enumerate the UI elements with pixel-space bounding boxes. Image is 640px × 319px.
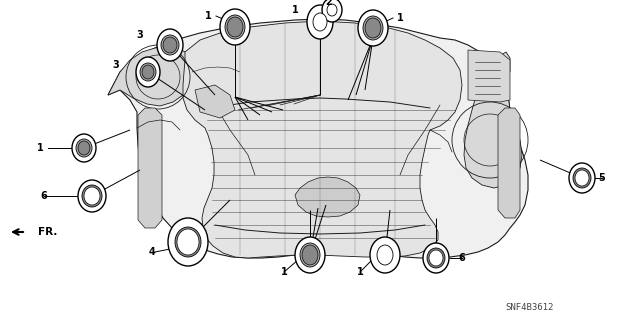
Ellipse shape bbox=[72, 134, 96, 162]
Polygon shape bbox=[468, 50, 510, 102]
Text: 3: 3 bbox=[136, 30, 143, 40]
Text: 2: 2 bbox=[326, 0, 332, 7]
Ellipse shape bbox=[307, 5, 333, 39]
Text: 6: 6 bbox=[40, 191, 47, 201]
Text: 6: 6 bbox=[459, 253, 465, 263]
Ellipse shape bbox=[142, 65, 154, 79]
Text: 1: 1 bbox=[36, 143, 44, 153]
Ellipse shape bbox=[220, 9, 250, 45]
Ellipse shape bbox=[78, 141, 90, 155]
Ellipse shape bbox=[140, 63, 156, 81]
Ellipse shape bbox=[427, 248, 445, 268]
Text: 4: 4 bbox=[148, 247, 156, 257]
Ellipse shape bbox=[302, 245, 318, 265]
Ellipse shape bbox=[575, 170, 589, 186]
Polygon shape bbox=[195, 85, 235, 118]
Ellipse shape bbox=[313, 13, 327, 31]
Ellipse shape bbox=[177, 229, 199, 255]
Ellipse shape bbox=[163, 37, 177, 53]
Ellipse shape bbox=[157, 29, 183, 61]
Ellipse shape bbox=[370, 237, 400, 273]
Ellipse shape bbox=[136, 57, 160, 87]
Ellipse shape bbox=[227, 17, 243, 37]
Ellipse shape bbox=[225, 15, 245, 39]
Text: FR.: FR. bbox=[38, 227, 58, 237]
Ellipse shape bbox=[358, 10, 388, 46]
Ellipse shape bbox=[76, 139, 92, 157]
Ellipse shape bbox=[423, 243, 449, 273]
Polygon shape bbox=[108, 46, 192, 106]
Ellipse shape bbox=[377, 245, 393, 265]
Ellipse shape bbox=[573, 168, 591, 188]
Polygon shape bbox=[183, 21, 462, 258]
Ellipse shape bbox=[569, 163, 595, 193]
Ellipse shape bbox=[322, 0, 342, 22]
Ellipse shape bbox=[327, 4, 337, 16]
Polygon shape bbox=[464, 52, 522, 188]
Ellipse shape bbox=[161, 35, 179, 55]
Text: 3: 3 bbox=[113, 60, 120, 70]
Polygon shape bbox=[498, 108, 520, 218]
Ellipse shape bbox=[365, 18, 381, 38]
Polygon shape bbox=[138, 108, 162, 228]
Text: 1: 1 bbox=[205, 11, 211, 21]
Polygon shape bbox=[295, 177, 360, 217]
Text: 5: 5 bbox=[598, 173, 605, 183]
Ellipse shape bbox=[175, 227, 201, 257]
Text: 1: 1 bbox=[397, 13, 403, 23]
Text: 1: 1 bbox=[292, 5, 298, 15]
Text: SNF4B3612: SNF4B3612 bbox=[506, 303, 554, 313]
Ellipse shape bbox=[295, 237, 325, 273]
Ellipse shape bbox=[168, 218, 208, 266]
Ellipse shape bbox=[429, 250, 443, 266]
Ellipse shape bbox=[82, 185, 102, 207]
Ellipse shape bbox=[84, 187, 100, 205]
Polygon shape bbox=[108, 19, 528, 258]
Ellipse shape bbox=[363, 16, 383, 40]
Ellipse shape bbox=[300, 243, 320, 267]
Text: 1: 1 bbox=[356, 267, 364, 277]
Text: 1: 1 bbox=[280, 267, 287, 277]
Ellipse shape bbox=[78, 180, 106, 212]
